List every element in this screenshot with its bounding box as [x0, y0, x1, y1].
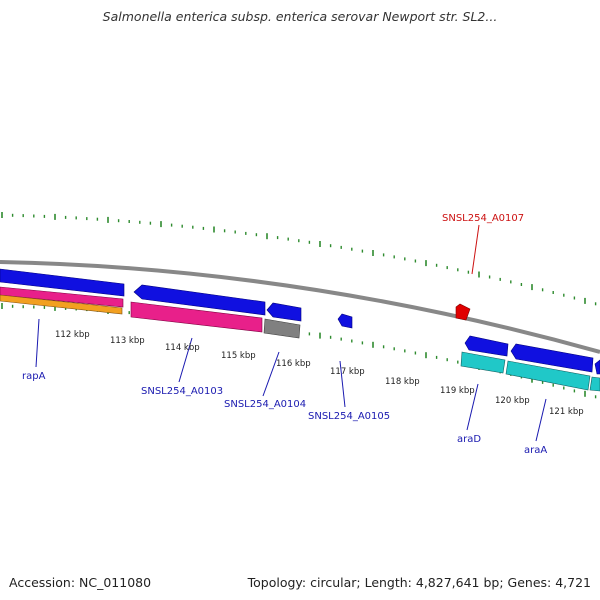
gene-feature-snsl254-a0103-magenta[interactable]: [130, 301, 263, 333]
gene-label-snsl254-a0105[interactable]: SNSL254_A0105: [308, 411, 390, 422]
accession-text: Accession: NC_011080: [9, 575, 152, 590]
gene-feature-rapA-orange[interactable]: [0, 294, 123, 315]
gene-label-snsl254-a0107[interactable]: SNSL254_A0107: [442, 213, 524, 224]
topology-text: Topology: circular; Length: 4,827,641 bp…: [247, 575, 591, 590]
gene-label-snsl254-a0104[interactable]: SNSL254_A0104: [224, 399, 306, 410]
kbp-label-121: 121 kbp: [549, 407, 584, 417]
gene-feature-snsl254-a0105[interactable]: [337, 313, 353, 329]
kbp-label-113: 113 kbp: [110, 336, 145, 346]
gene-feature-arab-cyan[interactable]: [589, 376, 600, 392]
gene-feature-araa-cyan[interactable]: [505, 360, 591, 391]
connector-arad: [466, 383, 479, 431]
kbp-label-120: 120 kbp: [495, 396, 530, 406]
gene-label-connectors: [35, 224, 547, 442]
gene-feature-arad-cyan[interactable]: [460, 351, 506, 374]
outer-tick-ring: [1, 212, 597, 306]
gene-feature-snsl254-a0104-gray[interactable]: [263, 318, 301, 339]
kbp-label-114: 114 kbp: [165, 343, 200, 353]
gene-feature-rapA[interactable]: [0, 268, 125, 297]
gene-feature-arab-blue[interactable]: [594, 359, 600, 375]
genome-backbone: [0, 260, 600, 354]
gene-label-arad[interactable]: araD: [457, 434, 481, 445]
gene-label-snsl254-a0103[interactable]: SNSL254_A0103: [141, 386, 223, 397]
kbp-scale-labels: 112 kbp 113 kbp 114 kbp 115 kbp 116 kbp …: [55, 330, 584, 417]
kbp-label-112: 112 kbp: [55, 330, 90, 340]
kbp-label-116: 116 kbp: [276, 359, 311, 369]
connector-snsl254-a0107: [471, 224, 480, 275]
gene-feature-arad-blue[interactable]: [464, 335, 509, 357]
gene-features: [0, 268, 600, 392]
connector-araa: [535, 398, 547, 442]
gene-feature-araa-blue[interactable]: [510, 343, 594, 373]
connector-rapA: [35, 318, 40, 368]
gene-label-araa[interactable]: araA: [524, 445, 547, 456]
gene-feature-snsl254-a0107[interactable]: [455, 303, 471, 321]
kbp-label-115: 115 kbp: [221, 351, 256, 361]
gene-feature-snsl254-a0103-blue[interactable]: [133, 284, 266, 316]
map-title: Salmonella enterica subsp. enterica sero…: [102, 9, 498, 24]
gene-labels: rapA SNSL254_A0103 SNSL254_A0104 SNSL254…: [22, 213, 547, 456]
connector-snsl254-a0103: [178, 337, 193, 383]
kbp-label-117: 117 kbp: [330, 367, 365, 377]
kbp-label-118: 118 kbp: [385, 377, 420, 387]
gene-feature-rapA-magenta[interactable]: [0, 286, 124, 308]
gene-feature-snsl254-a0104-blue[interactable]: [266, 302, 302, 322]
kbp-label-119: 119 kbp: [440, 386, 475, 396]
connector-snsl254-a0105: [339, 360, 346, 408]
connector-snsl254-a0104: [262, 351, 280, 397]
gene-label-rapA[interactable]: rapA: [22, 371, 46, 382]
